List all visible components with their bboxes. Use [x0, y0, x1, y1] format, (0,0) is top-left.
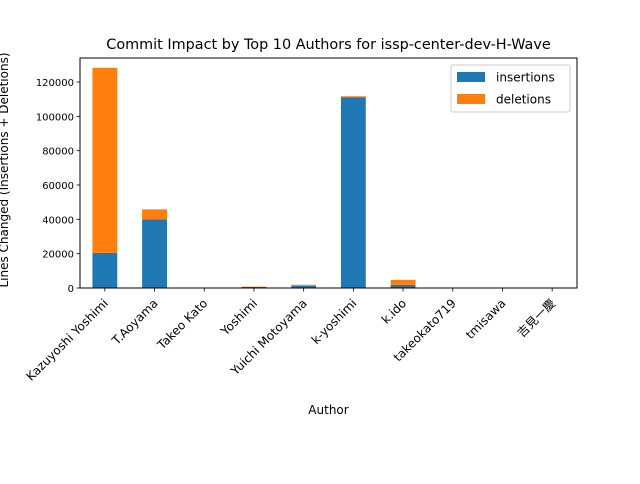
y-tick-label-3: 60000	[42, 181, 74, 192]
bar-insertions-1	[142, 219, 167, 288]
bar-deletions-5	[341, 96, 366, 97]
bar-insertions-5	[341, 97, 366, 288]
legend-label-insertions: insertions	[496, 71, 555, 85]
legend-label-deletions: deletions	[496, 93, 551, 107]
y-tick-label-0: 0	[68, 284, 74, 295]
y-tick-label-2: 40000	[42, 215, 74, 226]
y-tick-label-5: 100000	[36, 112, 74, 123]
x-axis-label: Author	[308, 403, 348, 417]
bar-deletions-4	[291, 285, 316, 286]
bar-deletions-1	[142, 209, 167, 219]
bar-deletions-6	[391, 280, 416, 285]
y-tick-label-6: 120000	[36, 78, 74, 89]
bar-deletions-0	[92, 68, 117, 253]
legend-swatch-insertions	[457, 72, 485, 82]
y-tick-label-4: 80000	[42, 147, 74, 158]
legend: insertions deletions	[451, 65, 570, 112]
y-axis-label: Lines Changed (Insertions + Deletions)	[0, 52, 11, 287]
chart-title: Commit Impact by Top 10 Authors for issp…	[106, 37, 551, 53]
legend-swatch-deletions	[457, 94, 485, 104]
bar-insertions-0	[92, 253, 117, 288]
y-tick-label-1: 20000	[42, 250, 74, 261]
